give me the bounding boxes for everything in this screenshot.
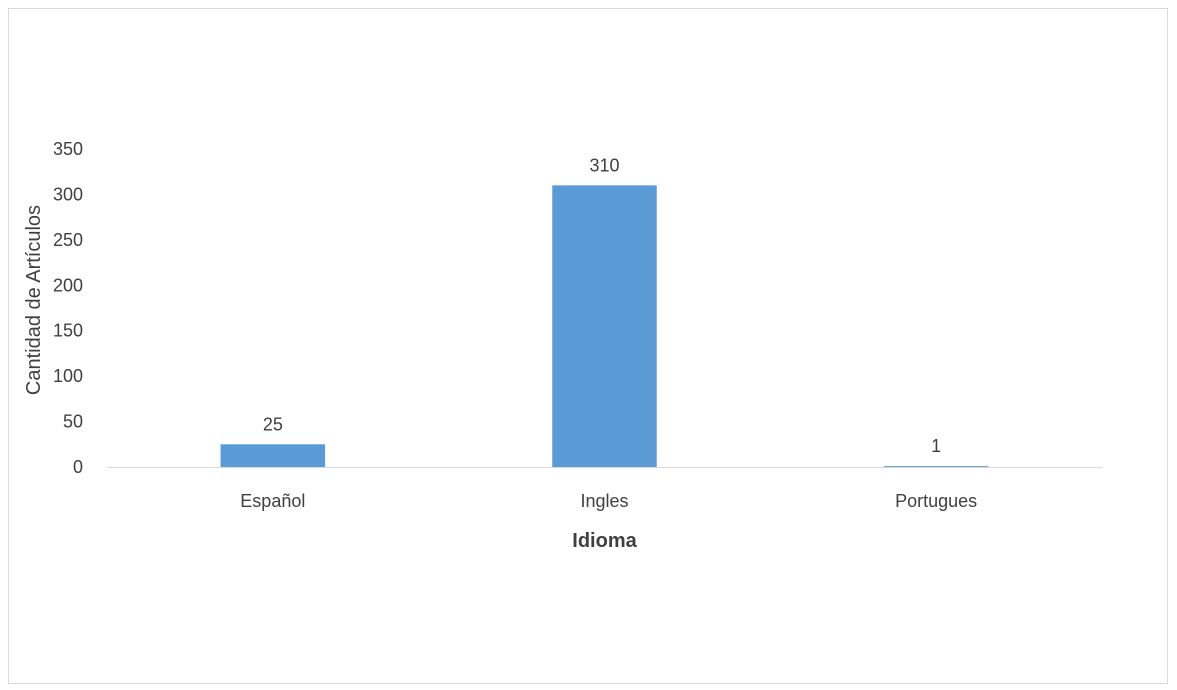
y-tick-label: 50 <box>63 412 83 432</box>
bars <box>220 185 989 468</box>
y-tick-label: 0 <box>73 457 83 477</box>
bar <box>552 185 657 468</box>
bar <box>883 466 989 467</box>
y-axis-ticks: 0 50 100 150 200 250 300 350 <box>53 139 83 477</box>
y-tick-label: 350 <box>53 139 83 159</box>
bar <box>220 444 326 467</box>
y-axis-title: Cantidad de Artículos <box>23 205 45 395</box>
bar-value-label: 1 <box>931 436 941 456</box>
category-labels: Español Ingles Portugues <box>240 491 977 511</box>
y-tick-label: 300 <box>53 184 83 204</box>
data-labels: 25 310 1 <box>263 155 941 456</box>
y-tick-label: 200 <box>53 275 83 295</box>
y-tick-label: 250 <box>53 230 83 250</box>
category-label: Ingles <box>580 491 628 511</box>
category-label: Portugues <box>895 491 977 511</box>
bar-value-label: 25 <box>263 414 283 434</box>
y-tick-label: 100 <box>53 366 83 386</box>
category-label: Español <box>240 491 305 511</box>
bar-value-label: 310 <box>589 155 619 175</box>
y-tick-label: 150 <box>53 321 83 341</box>
x-axis-title: Idioma <box>572 530 637 552</box>
